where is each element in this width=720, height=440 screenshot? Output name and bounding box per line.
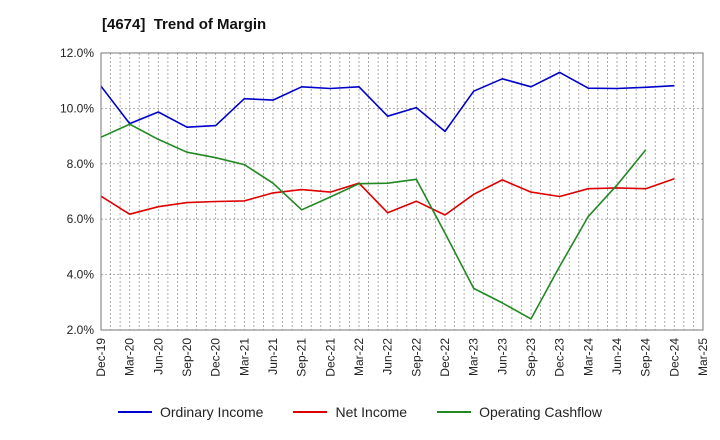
x-tick-label: Mar-22 xyxy=(352,338,366,376)
chart-title: [4674] Trend of Margin xyxy=(102,16,267,33)
x-tick-label: Mar-21 xyxy=(237,338,251,376)
x-tick-label: Jun-20 xyxy=(151,338,165,375)
y-tick-label: 8.0% xyxy=(67,157,95,171)
legend-item-operating-cashflow: Operating Cashflow xyxy=(437,404,602,420)
x-tick-label: Dec-21 xyxy=(323,338,337,377)
x-axis-ticks: Dec-19 Mar-20 Jun-20 Sep-20 Dec-20 Mar-21 Jun-… xyxy=(94,338,710,377)
y-tick-label: 2.0% xyxy=(67,323,95,337)
x-tick-label: Dec-24 xyxy=(667,338,681,377)
x-tick-label: Mar-23 xyxy=(467,338,481,376)
x-tick-label: Sep-22 xyxy=(409,338,423,377)
legend-swatch-net-income xyxy=(293,411,328,413)
series-lines xyxy=(100,71,675,320)
x-tick-label: Jun-24 xyxy=(610,338,624,375)
grid xyxy=(101,52,703,331)
legend-label-operating-cashflow: Operating Cashflow xyxy=(479,404,603,420)
x-tick-label: Dec-22 xyxy=(438,338,452,377)
plot-border xyxy=(100,52,704,331)
x-tick-label: Sep-20 xyxy=(180,338,194,377)
x-tick-label: Mar-25 xyxy=(696,338,710,376)
x-tick-label: Dec-23 xyxy=(553,338,567,377)
y-tick-label: 10.0% xyxy=(60,101,94,115)
x-tick-label: Sep-24 xyxy=(639,338,653,377)
series-line-ordinary-income xyxy=(100,71,675,133)
legend-swatch-operating-cashflow xyxy=(437,411,472,413)
legend-item-ordinary-income: Ordinary Income xyxy=(117,404,264,420)
series-line-net-income xyxy=(100,178,675,216)
legend-item-net-income: Net Income xyxy=(293,404,407,420)
x-tick-label: Dec-19 xyxy=(94,338,108,377)
x-tick-label: Sep-23 xyxy=(524,338,538,377)
x-tick-label: Mar-24 xyxy=(581,338,595,376)
series-line-operating-cashflow xyxy=(100,123,647,320)
x-tick-label: Mar-20 xyxy=(123,338,137,376)
x-tick-label: Jun-21 xyxy=(266,338,280,375)
y-tick-label: 4.0% xyxy=(67,268,95,282)
legend-label-ordinary-income: Ordinary Income xyxy=(159,404,264,420)
x-tick-label: Jun-22 xyxy=(381,338,395,375)
legend-swatch-ordinary-income xyxy=(117,411,152,413)
x-tick-label: Jun-23 xyxy=(495,338,509,375)
x-tick-label: Sep-21 xyxy=(295,338,309,377)
y-tick-label: 6.0% xyxy=(67,212,95,226)
y-tick-label: 12.0% xyxy=(60,46,94,60)
y-axis-ticks: 2.0% 4.0% 6.0% 8.0% 10.0% 12.0% xyxy=(60,46,94,337)
legend-label-net-income: Net Income xyxy=(335,404,408,420)
x-tick-label: Dec-20 xyxy=(209,338,223,377)
legend: Ordinary Income Net Income Operating Cas… xyxy=(0,404,720,420)
